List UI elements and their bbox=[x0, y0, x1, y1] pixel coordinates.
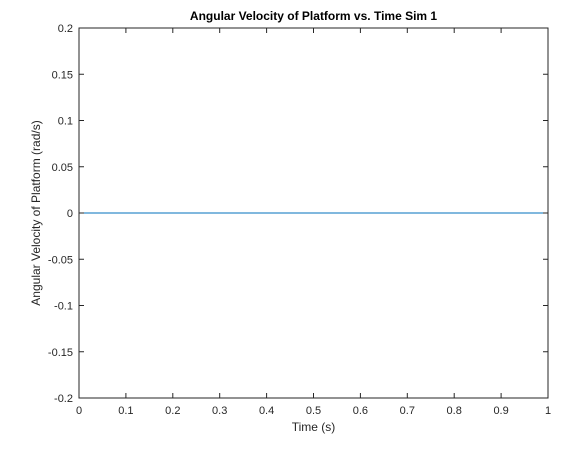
y-tick-label: 0.15 bbox=[52, 69, 73, 81]
x-tick-label: 0.2 bbox=[165, 405, 180, 417]
x-tick-labels: 0 0.1 0.2 0.3 0.4 0.5 0.6 0.7 0.8 0.9 1 bbox=[76, 405, 551, 417]
x-tick-label: 0.6 bbox=[353, 405, 368, 417]
axes-box bbox=[78, 27, 549, 399]
x-tick-label: 0.9 bbox=[493, 405, 508, 417]
y-tick-label: 0 bbox=[67, 208, 73, 220]
y-tick-label: -0.2 bbox=[54, 393, 73, 405]
x-tick-label: 0.5 bbox=[306, 405, 321, 417]
x-tick-label: 1 bbox=[545, 405, 551, 417]
x-tick-label: 0 bbox=[76, 405, 82, 417]
y-tick-label: 0.05 bbox=[52, 162, 73, 174]
x-tick-label: 0.7 bbox=[400, 405, 415, 417]
y-tick-label: -0.1 bbox=[54, 301, 73, 313]
y-tick-label: 0.2 bbox=[58, 23, 73, 35]
y-axis-label: Angular Velocity of Platform (rad/s) bbox=[29, 120, 43, 305]
x-tick-label: 0.3 bbox=[212, 405, 227, 417]
x-tick-label: 0.4 bbox=[259, 405, 274, 417]
y-tick-label: 0.1 bbox=[58, 116, 73, 128]
x-tick-label: 0.1 bbox=[118, 405, 133, 417]
y-tick-labels: -0.2 -0.15 -0.1 -0.05 0 0.05 0.1 0.15 0.2 bbox=[48, 23, 73, 405]
x-axis-label: Time (s) bbox=[292, 420, 336, 434]
y-tick-label: -0.05 bbox=[48, 254, 73, 266]
y-tick-label: -0.15 bbox=[48, 347, 73, 359]
x-tick-label: 0.8 bbox=[447, 405, 462, 417]
chart-title: Angular Velocity of Platform vs. Time Si… bbox=[190, 9, 438, 23]
